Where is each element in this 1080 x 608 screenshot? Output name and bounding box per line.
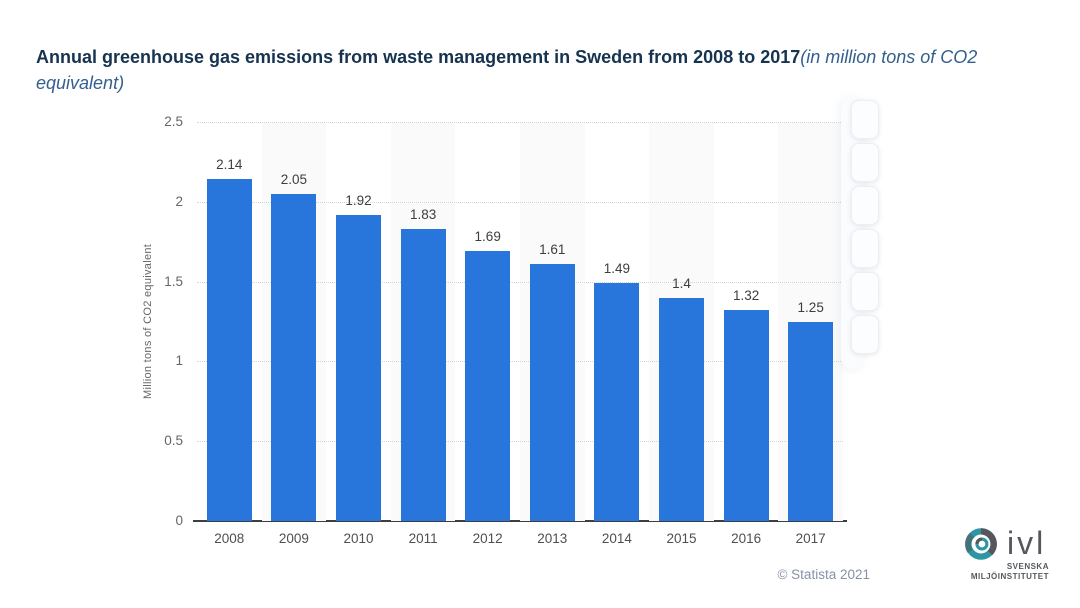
value-label-2009: 2.05	[280, 171, 308, 187]
y-tick-label-2.5: 2.5	[164, 114, 183, 129]
ivl-swirl-icon	[964, 528, 997, 560]
value-label-2013: 1.61	[539, 242, 566, 258]
statista-copyright: © Statista 2021	[777, 567, 870, 582]
bar-2008[interactable]	[206, 179, 252, 521]
bar-2013[interactable]	[529, 264, 575, 521]
bar-2016[interactable]	[723, 310, 769, 521]
toolbar-button-4[interactable]	[851, 229, 879, 268]
gridline-1	[197, 361, 843, 363]
chart-title-unit: (in million tons of CO2 equivalent)	[36, 47, 978, 93]
toolbar-button-3[interactable]	[851, 186, 879, 225]
toolbar-button-6[interactable]	[851, 315, 879, 354]
value-label-2017: 1.25	[797, 299, 824, 315]
y-tick-label-2: 2	[175, 193, 183, 209]
x-tick-label-2014: 2014	[601, 531, 632, 546]
x-tick-label-2010: 2010	[343, 531, 374, 546]
x-tick-label-2015: 2015	[666, 531, 697, 546]
gridline-2	[197, 201, 843, 203]
toolbar-button-1[interactable]	[851, 100, 879, 139]
value-label-2015: 1.4	[672, 275, 691, 291]
toolbar-button-5[interactable]	[851, 272, 879, 311]
ivl-logo-subtitle-1: SVENSKA	[1006, 562, 1049, 571]
x-tick-label-2011: 2011	[408, 531, 438, 546]
value-label-2014: 1.49	[603, 261, 631, 277]
ivl-logo-subtitle-2: MILJÖINSTITUTET	[970, 572, 1049, 581]
ivl-logo: ivl SVENSKA MILJÖINSTITUTET	[963, 526, 1049, 582]
value-label-2010: 1.92	[345, 192, 372, 208]
ivl-logo-text: ivl	[1007, 525, 1047, 561]
gridline-1.5	[197, 281, 843, 283]
chart-title-main: Annual greenhouse gas emissions from was…	[36, 47, 801, 67]
x-tick-label-2012: 2012	[472, 531, 503, 546]
x-tick-label-2009: 2009	[278, 531, 309, 546]
y-axis-title: Million tons of CO2 equivalent	[142, 243, 154, 400]
bar-2009[interactable]	[271, 193, 317, 521]
value-label-2008: 2.14	[216, 157, 243, 173]
gridline-0.5	[197, 441, 843, 443]
x-tick-label-2017: 2017	[795, 531, 826, 546]
chart-toolbar	[851, 100, 879, 354]
chart-title: Annual greenhouse gas emissions from was…	[36, 44, 988, 96]
y-tick-label-1.5: 1.5	[164, 273, 183, 289]
y-tick-label-0: 0	[175, 513, 183, 528]
x-tick-label-2016: 2016	[731, 531, 762, 546]
bar-2017[interactable]	[788, 321, 834, 521]
bar-2012[interactable]	[465, 251, 511, 521]
value-label-2012: 1.69	[474, 229, 501, 245]
x-tick-label-2013: 2013	[537, 531, 568, 546]
x-tick-label-2008: 2008	[214, 531, 245, 546]
value-label-2016: 1.32	[732, 288, 760, 304]
y-tick-label-1: 1	[175, 353, 183, 369]
value-label-2011: 1.83	[409, 206, 437, 222]
bar-2015[interactable]	[659, 297, 704, 521]
gridline-2.5	[197, 122, 843, 123]
plot-area: 0 0.5 1 1.5 2 2.5 2.14 2008 2.05 2009 1.92 2010 1.83…	[164, 114, 847, 546]
bar-2010[interactable]	[336, 214, 381, 521]
bar-2011[interactable]	[400, 228, 446, 521]
bar-2014[interactable]	[594, 283, 640, 521]
x-axis-line	[193, 520, 847, 522]
y-tick-label-0.5: 0.5	[164, 433, 183, 449]
toolbar-button-2[interactable]	[851, 143, 879, 182]
